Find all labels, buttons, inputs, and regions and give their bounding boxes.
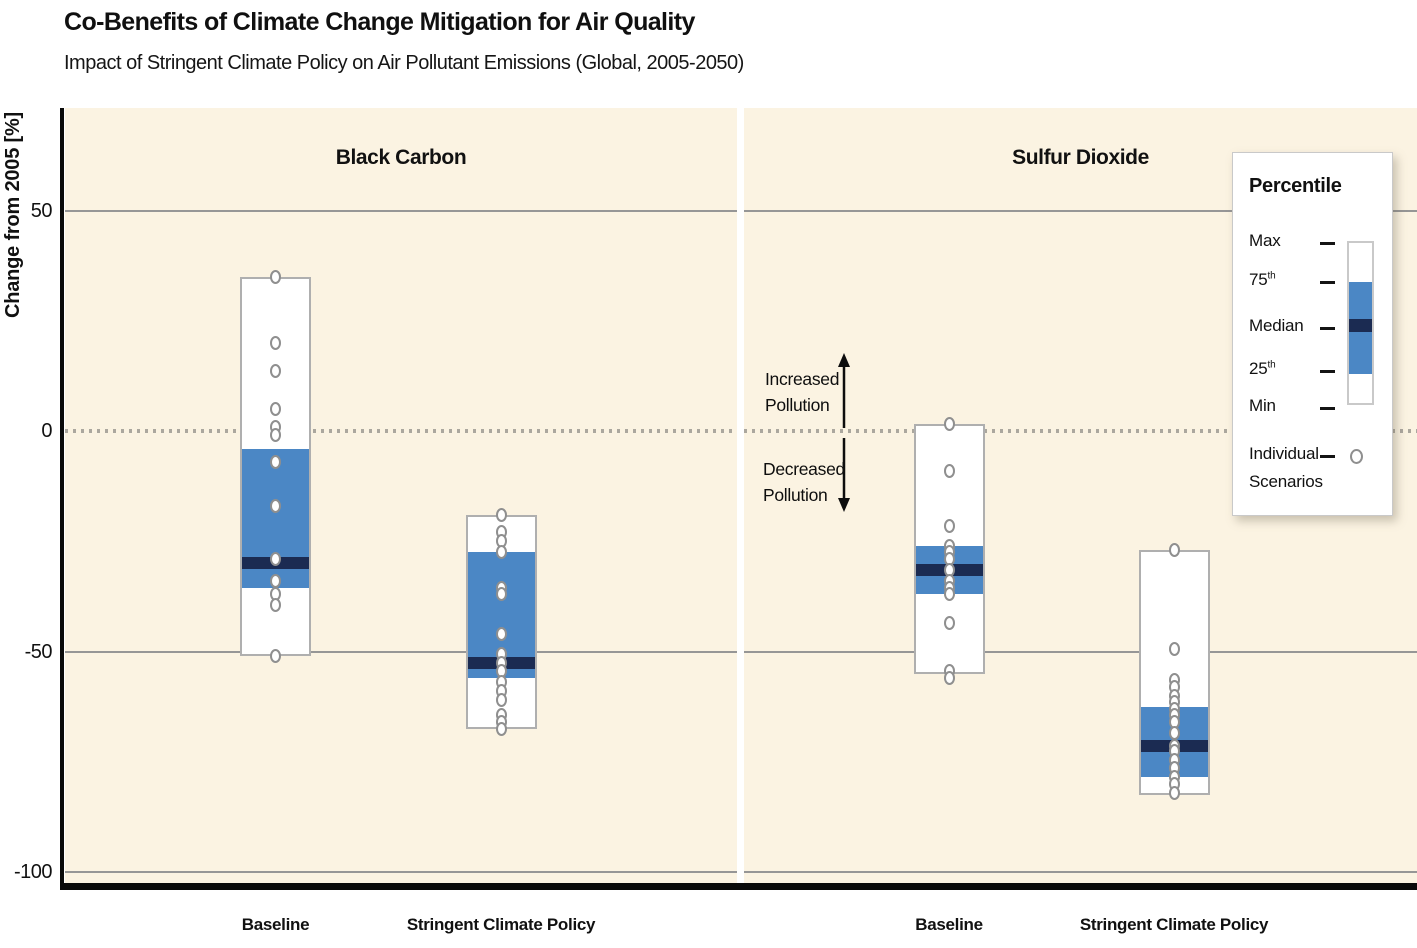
scenario-point-black-carbon-stringent-climate-policy [495,545,507,560]
legend-dash-individual [1320,455,1335,458]
page-subtitle: Impact of Stringent Climate Policy on Ai… [64,52,744,74]
legend-box: Percentile Max 75th Median 25th Min Indi… [1232,152,1393,516]
scenario-point-black-carbon-baseline [270,573,281,588]
scenario-point-sulfur-dioxide-baseline [943,518,955,533]
legend-dash-max [1320,242,1335,245]
legend-dash-25th [1320,370,1335,373]
x-label-black-carbon-stringent-climate-policy: Stringent Climate Policy [406,915,596,934]
x-axis-line [60,883,1417,890]
legend-boxplot-median [1349,319,1372,332]
legend-scenario-circle-icon [1350,449,1363,464]
scenario-point-black-carbon-baseline [270,454,281,469]
annotation-decreased-line1: Decreased [763,459,845,479]
scenario-point-sulfur-dioxide-baseline [943,417,955,432]
scenario-point-sulfur-dioxide-baseline [943,463,955,478]
gridline--100 [65,871,737,873]
annotation-decreased-line2: Pollution [763,485,828,505]
scenario-point-black-carbon-stringent-climate-policy [495,721,507,736]
legend-label-max: Max [1249,231,1281,250]
legend-title: Percentile [1249,175,1342,197]
gridline--50 [65,650,737,653]
annotation-increased-line2: Pollution [765,395,830,415]
scenario-point-black-carbon-baseline [270,401,281,416]
x-label-black-carbon-baseline: Baseline [241,915,310,934]
gridline--100 [744,871,1417,873]
legend-label-25th: 25th [1249,359,1276,378]
pollution-direction-arrows-icon [838,353,850,512]
gridline-zero-dotted [744,429,1417,433]
y-axis-line [60,108,64,890]
legend-boxplot-sample [1347,241,1374,405]
x-label-sulfur-dioxide-stringent-climate-policy: Stringent Climate Policy [1079,915,1269,934]
scenario-point-sulfur-dioxide-stringent-climate-policy [1168,543,1180,558]
legend-dash-median [1320,327,1335,330]
scenario-point-black-carbon-baseline [270,269,281,284]
gridline--50 [744,650,1417,653]
scenario-point-black-carbon-baseline [270,498,281,513]
gridline-50 [65,209,737,212]
panel-title-black-carbon: Black Carbon [335,146,467,169]
legend-label-median: Median [1249,316,1304,335]
annotation-increased-pollution: Increased Pollution [765,366,839,418]
scenario-point-sulfur-dioxide-stringent-climate-policy [1168,642,1180,657]
scenario-point-black-carbon-stringent-climate-policy [495,693,507,707]
gridline-50 [744,209,1417,212]
legend-label-scenarios: Scenarios [1249,472,1323,491]
annotation-decreased-pollution: Decreased Pollution [763,456,845,508]
scenario-point-black-carbon-baseline [270,364,281,379]
scenario-point-sulfur-dioxide-baseline [943,615,955,630]
panel-title-sulfur-dioxide: Sulfur Dioxide [1012,146,1149,169]
panel-black-carbon: Black Carbon [65,108,737,883]
legend-label-min: Min [1249,396,1276,415]
y-tick--50: -50 [24,640,53,663]
page-title: Co-Benefits of Climate Change Mitigation… [64,8,695,36]
scenario-point-black-carbon-stringent-climate-policy [495,587,507,602]
x-label-sulfur-dioxide-baseline: Baseline [915,915,983,934]
scenario-point-sulfur-dioxide-stringent-climate-policy [1168,726,1180,741]
scenario-point-sulfur-dioxide-baseline [943,670,955,685]
y-tick-50: 50 [30,199,53,222]
scenario-point-black-carbon-stringent-climate-policy [495,507,507,522]
plot-area-sulfur-dioxide [744,108,1417,883]
scenario-point-sulfur-dioxide-stringent-climate-policy [1168,785,1180,800]
legend-label-individual: Individual [1249,444,1319,463]
scenario-point-black-carbon-baseline [270,335,281,350]
y-tick--100: -100 [13,861,53,883]
plot-area-black-carbon [65,108,737,883]
legend-label-75th: 75th [1249,270,1276,289]
scenario-point-black-carbon-baseline [270,648,281,663]
scenario-point-sulfur-dioxide-baseline [943,587,955,602]
scenario-point-black-carbon-baseline [270,428,281,443]
scenario-point-black-carbon-baseline [270,551,281,566]
annotation-increased-line1: Increased [765,369,840,389]
legend-dash-75th [1320,281,1335,284]
scenario-point-black-carbon-stringent-climate-policy [495,626,507,641]
legend-dash-min [1320,407,1335,410]
scenario-point-black-carbon-baseline [270,598,281,613]
gridline-zero-dotted [65,429,737,433]
y-tick-0: 0 [41,420,52,442]
